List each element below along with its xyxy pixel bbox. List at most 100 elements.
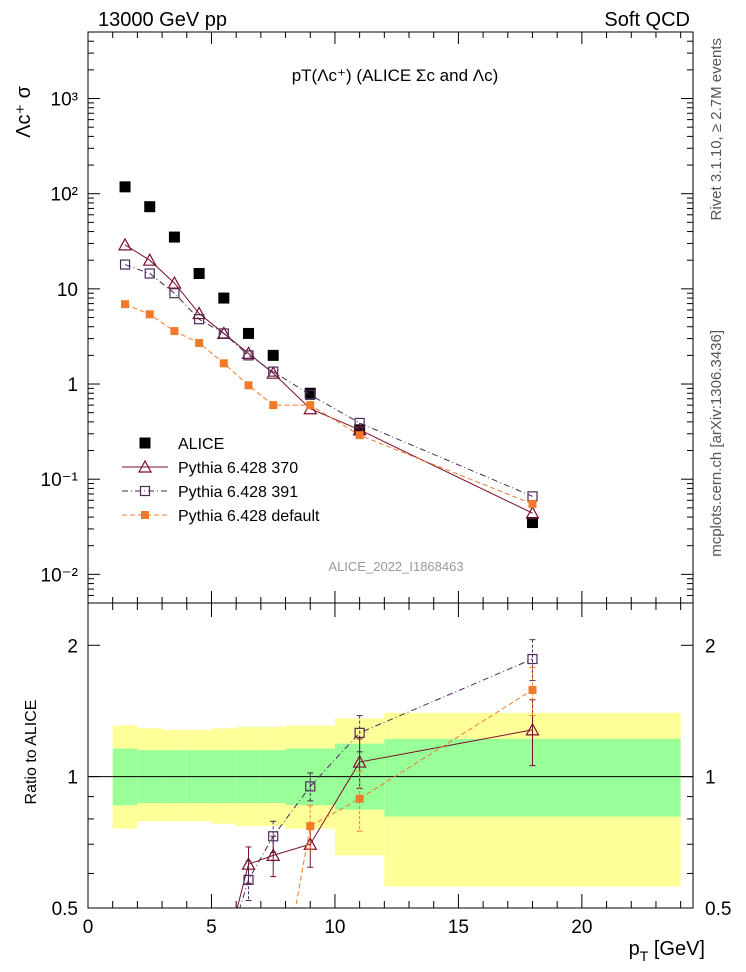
ratio-point <box>243 874 254 885</box>
data-point <box>218 292 230 304</box>
ratio-pythia-6-428-default <box>295 666 537 908</box>
ratio-point <box>354 727 365 738</box>
ratio-point <box>528 685 537 694</box>
data-point <box>194 314 205 325</box>
data-point <box>193 267 205 279</box>
data-point <box>145 310 154 319</box>
header-right: Soft QCD <box>604 9 690 31</box>
ratio-line <box>239 658 533 908</box>
lower-frame <box>87 602 694 909</box>
ratio-line <box>295 689 533 908</box>
ratio-point <box>525 722 540 736</box>
legend-entry: Pythia 6.428 default <box>122 508 320 525</box>
legend-label: Pythia 6.428 391 <box>178 484 298 501</box>
upper-title: pT(Λc⁺) (ALICE Σc and Λc) <box>292 66 499 85</box>
header-left: 13000 GeV pp <box>98 9 227 31</box>
y-tick-label: 1 <box>67 768 78 789</box>
data-point <box>169 288 180 299</box>
x-tick-label: 15 <box>448 917 469 938</box>
legend-entry: Pythia 6.428 391 <box>122 484 298 501</box>
y-tick-label: 10⁻¹ <box>41 470 79 491</box>
data-point <box>142 252 157 266</box>
ratio-point <box>306 822 315 831</box>
data-point <box>305 389 316 400</box>
y-tick-label: 10 <box>57 280 78 301</box>
data-point <box>218 328 229 339</box>
data-point <box>195 338 204 347</box>
y-tick-label: 10³ <box>51 90 78 111</box>
y-tick-label: 1 <box>67 375 78 396</box>
legend-marker <box>137 459 153 473</box>
analysis-watermark: ALICE_2022_I1868463 <box>328 559 463 574</box>
upper-y-axis-label: Λc⁺ σ <box>13 85 35 137</box>
data-point <box>269 401 278 410</box>
upper-panel: pT(Λc⁺) (ALICE Σc and Λc) ALICE_2022_I18… <box>13 31 694 604</box>
legend: ALICE Pythia 6.428 370 Pythia 6.428 391 Pyt… <box>122 436 320 525</box>
y-tick-label: 0.5 <box>52 899 78 920</box>
legend-entry: ALICE <box>139 436 224 453</box>
ratio-pythia-6-428-391 <box>219 639 538 965</box>
ratio-point <box>266 848 281 861</box>
series-pythia-6-428-391 <box>119 259 538 502</box>
data-point <box>170 327 179 336</box>
y-tick-label: 10² <box>51 185 78 206</box>
series-line <box>124 264 533 497</box>
upper-plot-area: 10⁻² 10⁻¹ 1 10 10² 10³ <box>41 31 694 604</box>
data-point <box>354 417 365 429</box>
series-pythia-6-428-default <box>121 300 537 508</box>
series-line <box>124 303 533 505</box>
data-point <box>168 231 180 243</box>
legend-label: Pythia 6.428 default <box>178 508 320 525</box>
data-point <box>306 401 315 410</box>
ratio-point <box>219 956 228 965</box>
data-point <box>525 505 540 519</box>
data-point <box>304 387 316 399</box>
side-text-top: Rivet 3.1.10, ≥ 2.7M events <box>708 38 725 221</box>
legend-entry: Pythia 6.428 370 <box>122 459 298 477</box>
side-text-bottom: mcplots.cern.ch [arXiv:1306.3436] <box>708 330 725 557</box>
ratio-point <box>352 754 367 768</box>
x-tick-label: 5 <box>206 917 217 938</box>
legend-marker <box>141 511 149 519</box>
legend-marker <box>139 437 151 449</box>
ratio-point <box>355 794 364 803</box>
ratio-series-group <box>218 639 540 965</box>
data-point <box>268 366 279 377</box>
y-tick-label: 10⁻² <box>41 565 79 586</box>
x-tick-label: 0 <box>83 917 94 938</box>
x-axis-label: pT [GeV] <box>629 938 705 964</box>
y-tick-label-right: 1 <box>705 768 716 789</box>
data-point <box>526 517 538 529</box>
data-point <box>266 365 281 379</box>
series-pythia-6-428-370 <box>118 237 540 519</box>
legend-label: ALICE <box>178 436 224 453</box>
data-point <box>144 201 156 213</box>
data-point <box>144 268 155 279</box>
legend-marker <box>139 485 151 497</box>
data-point <box>355 431 364 440</box>
data-point <box>219 359 228 368</box>
data-point <box>167 275 182 289</box>
lower-panel: Ratio to ALICE 0.5 0.51 12 20 5 10 15 20 pT [Ge… <box>23 602 731 965</box>
data-point <box>119 259 131 270</box>
data-point <box>119 181 131 193</box>
ratio-point <box>268 831 279 842</box>
data-point <box>267 349 279 361</box>
data-point <box>118 237 133 251</box>
y-tick-label-right: 0.5 <box>705 899 731 920</box>
series-line <box>124 244 533 514</box>
data-point <box>243 327 255 339</box>
data-point <box>121 300 130 309</box>
ratio-point <box>305 781 316 792</box>
data-point <box>243 350 254 361</box>
lower-y-axis-label: Ratio to ALICE <box>23 700 40 805</box>
lower-plot-area: 0.5 0.51 12 20 5 10 15 20 <box>52 602 731 965</box>
x-tick-label: 20 <box>571 917 592 938</box>
data-point <box>528 499 537 508</box>
legend-label: Pythia 6.428 370 <box>178 460 298 477</box>
ratio-point <box>218 954 230 965</box>
series-alice <box>119 181 538 529</box>
ratio-point <box>527 653 538 665</box>
data-point <box>244 381 253 390</box>
